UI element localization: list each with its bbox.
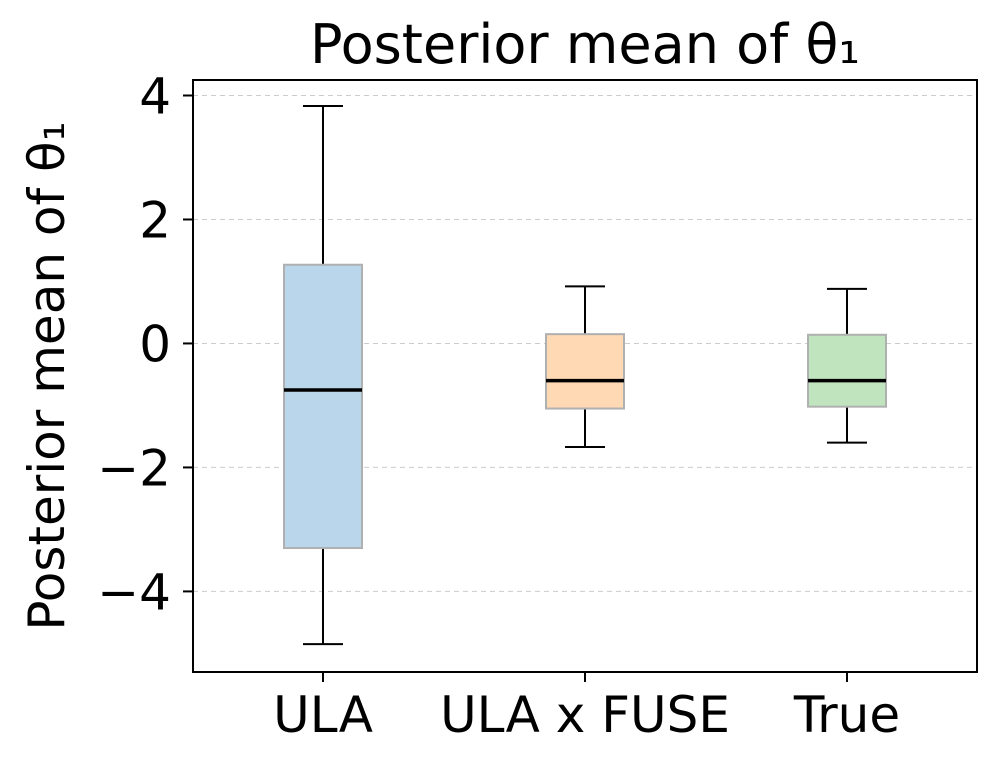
box-group — [545, 285, 625, 448]
boxes-layer — [283, 105, 887, 646]
x-tick-label: True — [793, 686, 900, 744]
box-iqr — [807, 333, 887, 408]
y-ticks: −4 −2 0 2 4 — [97, 67, 193, 621]
box-group — [283, 105, 363, 646]
y-tick-label: 0 — [139, 315, 171, 373]
x-ticks: ULA ULA x FUSE True — [273, 672, 900, 744]
box-group — [807, 287, 887, 444]
box-iqr — [283, 263, 363, 550]
y-tick-label: 2 — [139, 191, 171, 249]
x-tick-label: ULA x FUSE — [440, 686, 730, 744]
y-tick-label: −4 — [97, 563, 171, 621]
x-tick-label: ULA — [273, 686, 373, 744]
y-axis-label: Posterior mean of θ₁ — [18, 121, 76, 630]
box-iqr — [545, 333, 625, 410]
plot-frame — [192, 79, 978, 673]
y-tick-label: −2 — [97, 439, 171, 497]
chart-title: Posterior mean of θ₁ — [310, 13, 860, 76]
y-tick-label: 4 — [139, 67, 171, 125]
